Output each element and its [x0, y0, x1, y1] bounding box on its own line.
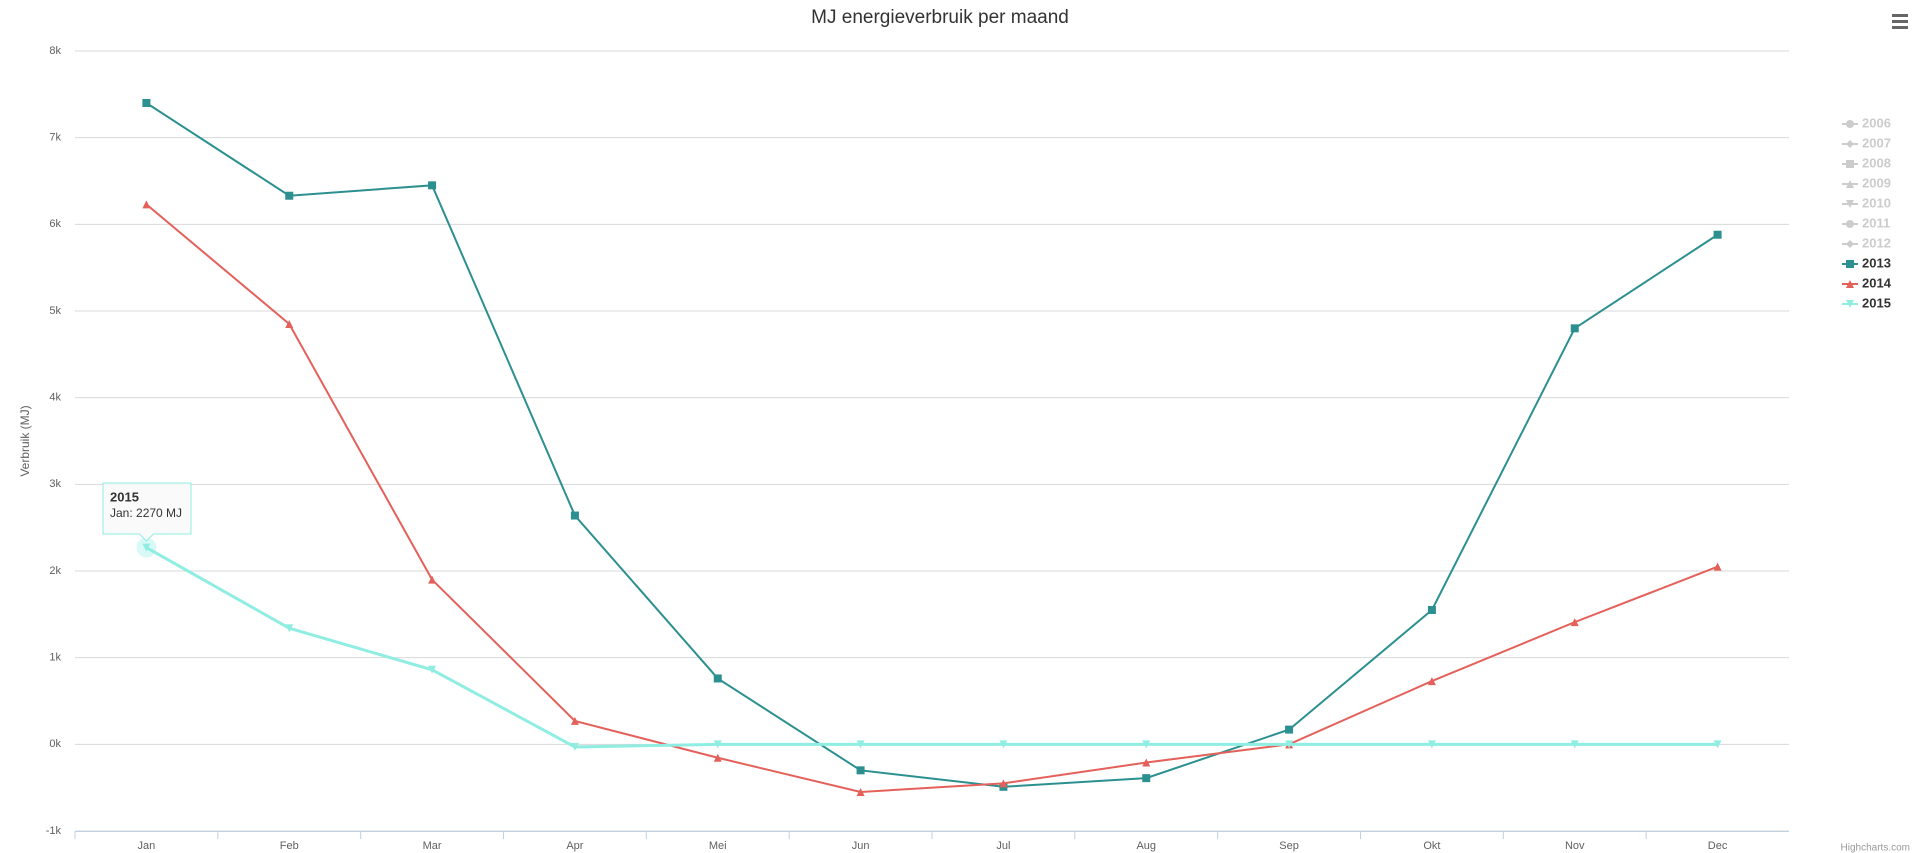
- legend-item[interactable]: 2014: [1862, 275, 1892, 290]
- chart-title: MJ energieverbruik per maand: [811, 7, 1069, 28]
- point: [1570, 618, 1579, 627]
- point: [1142, 774, 1151, 783]
- point: [142, 200, 151, 209]
- y-tick-label: 0k: [49, 738, 61, 750]
- point: [428, 575, 437, 584]
- legend-item[interactable]: 2010: [1862, 195, 1891, 210]
- point: [713, 674, 722, 683]
- menu-button[interactable]: [1890, 12, 1910, 30]
- series-line: [145, 546, 1718, 749]
- point: [1285, 725, 1294, 734]
- x-tick-label: Jun: [852, 840, 870, 852]
- legend-item[interactable]: 2009: [1862, 175, 1891, 190]
- y-tick-label: 8k: [49, 45, 61, 57]
- point: [428, 181, 437, 190]
- legend-item[interactable]: 2015: [1862, 295, 1891, 310]
- point: [285, 191, 294, 200]
- point: [856, 766, 865, 775]
- legend-symbol: [1846, 160, 1854, 168]
- point: [1713, 230, 1722, 239]
- x-tick-label: Jul: [996, 840, 1010, 852]
- menu-bar: [1892, 20, 1908, 23]
- point: [856, 740, 865, 749]
- y-axis-title: Verbruik (MJ): [18, 405, 32, 476]
- point: [285, 624, 294, 633]
- menu-bar: [1892, 26, 1908, 29]
- x-tick-label: Aug: [1136, 840, 1156, 852]
- y-tick-label: 2k: [49, 565, 61, 577]
- x-tick-label: Sep: [1279, 840, 1299, 852]
- point: [713, 740, 722, 749]
- legend-item[interactable]: 2007: [1862, 135, 1891, 150]
- point: [713, 753, 722, 762]
- point: [1713, 740, 1722, 749]
- point: [1427, 606, 1436, 614]
- y-tick-label: 6k: [49, 218, 61, 230]
- point: [856, 788, 865, 796]
- point: [1713, 562, 1722, 571]
- x-tick-label: Mei: [709, 840, 727, 852]
- x-tick-label: Nov: [1565, 840, 1585, 852]
- point: [1570, 324, 1579, 333]
- menu-bar: [1892, 14, 1908, 17]
- legend-symbol: [1846, 240, 1854, 248]
- point: [142, 543, 151, 552]
- tooltip-text: Jan: 2270 MJ: [110, 506, 182, 520]
- legend-symbol: [1846, 280, 1854, 288]
- legend-symbol: [1846, 300, 1854, 308]
- point: [1142, 758, 1151, 767]
- legend-item[interactable]: 2011: [1862, 215, 1890, 230]
- legend-symbol: [1846, 140, 1854, 148]
- point: [1142, 740, 1151, 749]
- x-tick-label: Mar: [423, 840, 442, 852]
- legend-item[interactable]: 2012: [1862, 235, 1891, 250]
- tooltip-box: [102, 482, 192, 542]
- y-tick-label: 3k: [49, 478, 61, 490]
- y-tick-label: 1k: [49, 652, 61, 664]
- point: [285, 320, 294, 328]
- point: [999, 779, 1008, 788]
- y-tick-label: -1k: [46, 825, 62, 837]
- y-tick-label: 5k: [49, 305, 61, 317]
- point: [1427, 677, 1436, 686]
- legend-symbol: [1846, 180, 1854, 188]
- point: [428, 665, 437, 674]
- point: [1427, 740, 1436, 749]
- point: [142, 99, 151, 107]
- point: [570, 716, 579, 725]
- legend-item[interactable]: 2006: [1862, 115, 1891, 130]
- x-tick-label: Okt: [1423, 840, 1440, 852]
- legend-symbol: [1846, 120, 1854, 128]
- legend-item[interactable]: 2013: [1862, 255, 1891, 270]
- x-tick-label: Dec: [1708, 840, 1728, 852]
- point: [570, 511, 579, 520]
- x-tick-label: Apr: [566, 840, 583, 852]
- x-tick-label: Jan: [138, 840, 156, 852]
- legend-symbol: [1846, 260, 1854, 268]
- credits[interactable]: Highcharts.com: [1841, 843, 1910, 853]
- point: [999, 740, 1008, 749]
- point: [1570, 740, 1579, 749]
- x-tick-label: Feb: [280, 840, 299, 852]
- legend-symbol: [1846, 220, 1854, 228]
- y-tick-label: 4k: [49, 392, 61, 404]
- y-tick-label: 7k: [49, 132, 61, 144]
- point: [1285, 740, 1294, 749]
- series-line: [145, 102, 1719, 788]
- legend-symbol: [1846, 200, 1854, 208]
- tooltip-title: 2015: [110, 489, 139, 504]
- point: [570, 742, 579, 751]
- series-line: [145, 203, 1718, 794]
- legend-item[interactable]: 2008: [1862, 155, 1891, 170]
